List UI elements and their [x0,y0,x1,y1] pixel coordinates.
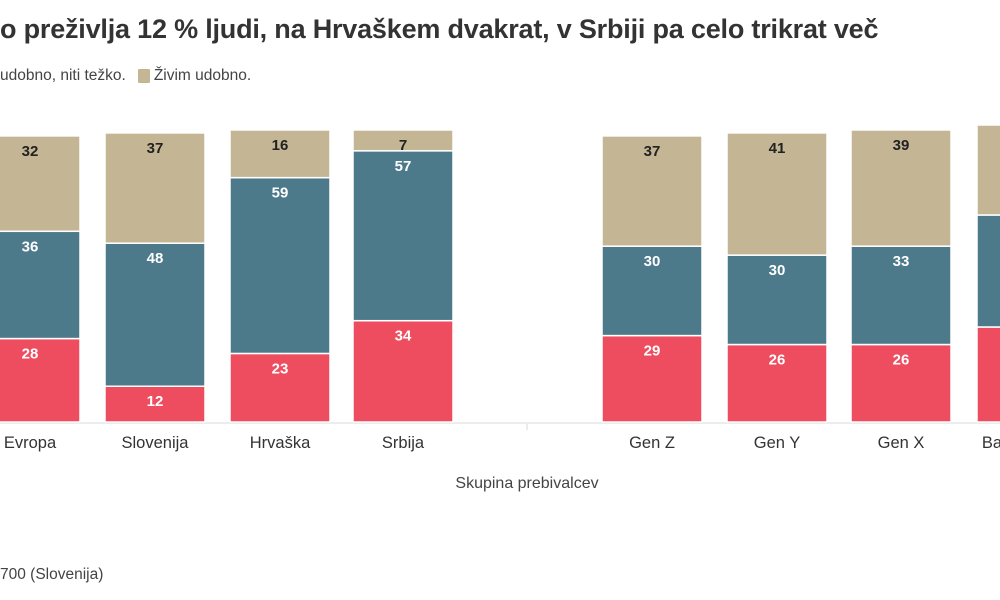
bar-segment-comfortable [104,132,206,244]
legend-swatch-comfortable [137,69,150,83]
legend: udobno, niti težko. Živim udobno. [0,67,251,85]
bar-segment-hard [229,352,331,423]
bar-segment-hard [726,343,828,423]
data-label-comfortable: 39 [893,137,910,154]
bar-segment-hard [352,319,454,423]
data-label-neutral: 30 [644,253,661,270]
bar-segment-comfortable [850,129,952,247]
bar-segment-comfortable [601,135,703,247]
data-label-hard: 34 [395,328,412,345]
x-tick-label: Evropa [4,434,57,452]
bar-segment-hard [0,337,81,423]
bar-segment-neutral [601,245,703,337]
chart-title: o preživlja 12 % ljudi, na Hrvaškem dvak… [0,14,879,44]
x-tick-label: Srbija [382,434,425,452]
bar-segment-comfortable [0,135,81,233]
data-label-hard: 28 [22,346,39,363]
data-label-neutral: 36 [22,238,39,255]
data-label-comfortable: 37 [147,140,164,157]
bar-segment-neutral [976,214,1000,328]
x-tick-label: Gen X [878,434,925,452]
bar-segment-hard [601,334,703,423]
data-label-neutral: 59 [272,185,289,202]
data-label-hard: 12 [147,393,164,410]
data-label-hard: 26 [769,352,786,369]
x-axis-title: Skupina prebivalcev [455,475,598,492]
data-label-hard: 26 [893,352,910,369]
data-label-comfortable: 32 [22,143,39,160]
bar-segment-neutral [0,230,81,340]
legend-label-comfortable: Živim udobno. [153,67,252,84]
data-label-comfortable: 16 [272,137,289,154]
bar-segment-comfortable [229,129,331,179]
bar-segment-comfortable [352,129,454,152]
bar-segment-comfortable [726,132,828,256]
x-tick-label: Hrvaška [250,434,311,452]
data-label-comfortable: 37 [644,143,661,160]
bar-segment-comfortable [976,124,1000,216]
bar-segment-hard [976,326,1000,423]
data-label-neutral: 33 [893,253,910,270]
footer-note: 700 (Slovenija) [0,566,104,583]
bar-segment-neutral [352,150,454,322]
data-label-neutral: 48 [147,250,164,267]
x-tick-label: Slovenija [122,434,190,452]
legend-label-partial: udobno, niti težko. [0,67,126,84]
x-tick-label: Gen Z [629,434,675,452]
data-label-neutral: 30 [769,262,786,279]
x-tick-label: Ba [982,434,1000,452]
bar-segment-hard [850,343,952,423]
data-label-hard: 23 [272,360,289,377]
data-label-hard: 29 [644,343,661,360]
bar-segment-neutral [850,245,952,346]
data-label-comfortable: 7 [399,137,407,154]
data-label-neutral: 57 [395,158,412,175]
data-label-comfortable: 41 [769,140,786,157]
x-tick-label: Gen Y [754,434,800,452]
stacked-bar-chart: 28 36 32 Evropa 12 48 37 Slovenija 23 59 16 Hrvaška… [0,124,1000,492]
bar-segment-neutral [229,176,331,355]
bar-segment-neutral [104,242,206,387]
